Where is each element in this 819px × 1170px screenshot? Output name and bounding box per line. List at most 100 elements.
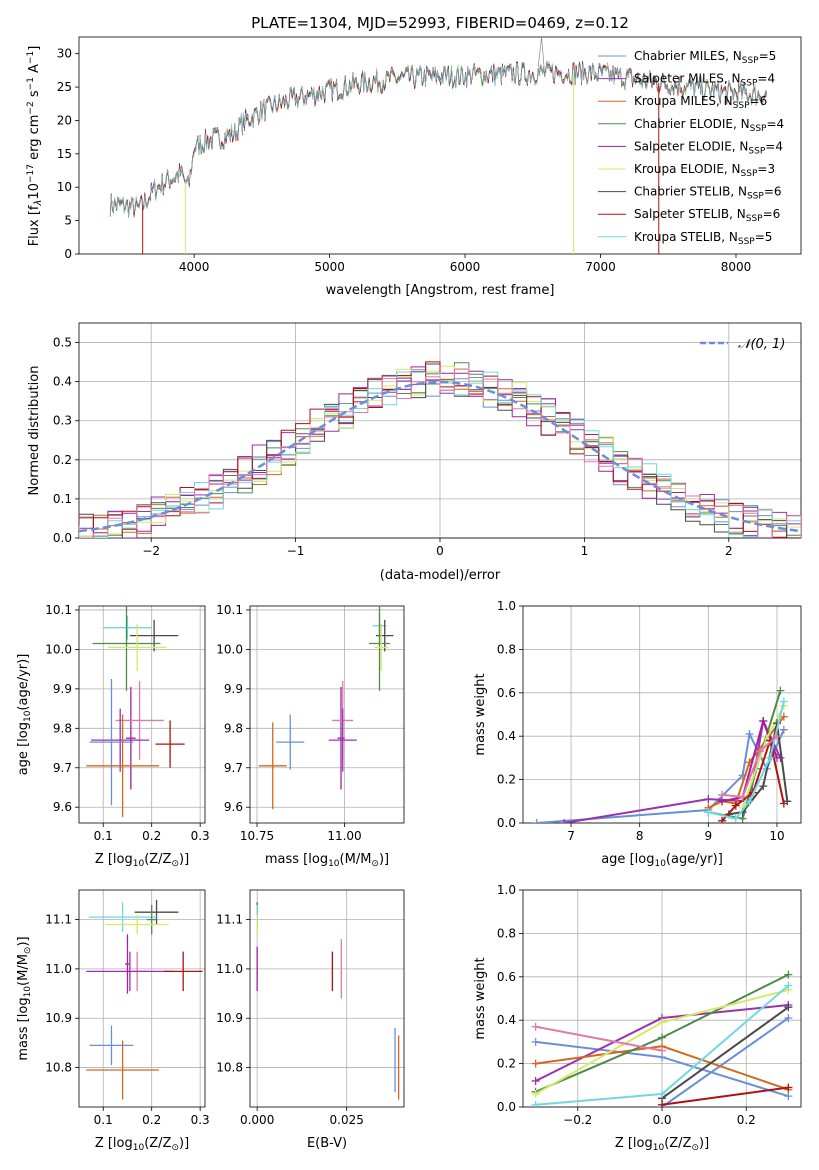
- x-tick-label: 2: [725, 544, 733, 558]
- y-tick-label: 15: [57, 147, 72, 161]
- histogram-pink: [79, 368, 801, 538]
- normal-curve: [79, 380, 801, 533]
- legend-label: Salpeter STELIB, NSSP=6: [634, 207, 780, 224]
- legend-part: =6: [750, 94, 768, 108]
- legend-part: Salpeter ELODIE, N: [634, 139, 748, 153]
- legend-label: Salpeter MILES, NSSP=4: [634, 72, 775, 89]
- legend-label: Kroupa STELIB, NSSP=5: [634, 230, 772, 247]
- y-tick-label: 10.1: [216, 603, 243, 617]
- errorbars-mass_vs_Z: [86, 899, 203, 1100]
- series-massweight_vs_Z: [531, 970, 793, 1107]
- label-part: (M/M: [340, 852, 372, 867]
- y-tick-label: 10.9: [216, 1011, 243, 1025]
- label-part: 10: [133, 859, 145, 869]
- legend-part: =5: [755, 230, 773, 244]
- series-line-salpeter_stelib: [661, 1086, 789, 1106]
- series-marker: [704, 795, 713, 804]
- label-part: )]: [179, 1136, 189, 1151]
- legend-label: Salpeter ELODIE, NSSP=4: [634, 139, 783, 156]
- y-tick-label: 0.0: [497, 1100, 516, 1114]
- legend-part: Chabrier MILES, N: [634, 49, 742, 63]
- label-part: age [log: [601, 852, 654, 867]
- series-marker: [772, 732, 781, 741]
- y-tick-label: 0.3: [53, 414, 72, 428]
- y-tick-label: 10.8: [216, 1061, 243, 1075]
- label-part: −1: [26, 77, 36, 90]
- spectrum-lines: [109, 37, 768, 254]
- label-part: mass [log: [265, 852, 328, 867]
- legend-part: Chabrier STELIB, N: [634, 185, 747, 199]
- emission-line: [537, 37, 545, 71]
- label-part: )]: [699, 1136, 709, 1151]
- series-line-pink: [721, 735, 778, 799]
- label-part: −2: [26, 101, 36, 114]
- legend-label: Chabrier STELIB, NSSP=6: [634, 185, 782, 202]
- y-tick-label: 25: [57, 80, 72, 94]
- series-marker: [731, 801, 740, 810]
- x-axis-label: Z [log10(Z/Z⊙)]: [95, 1136, 189, 1153]
- x-axis-label: (data-model)/error: [380, 568, 501, 583]
- y-tick-label: 0.6: [497, 970, 516, 984]
- x-tick-label: −1: [287, 544, 305, 558]
- series-marker: [779, 799, 788, 808]
- axes-mass_vs_EBV: 0.000 0.025 10.8 10.9 11.0 11.1: [216, 889, 405, 1127]
- series-marker: [658, 1018, 666, 1027]
- x-tick-label: 0.2: [142, 1113, 161, 1127]
- series-marker: [658, 1033, 666, 1042]
- y-tick-label: 0.5: [53, 336, 72, 350]
- x-tick-label: −0.2: [563, 1113, 592, 1127]
- series-marker: [738, 792, 747, 801]
- series-line-chabrier_miles: [536, 729, 785, 823]
- x-tick-label: 7000: [585, 260, 616, 274]
- y-tick-label: 10.0: [216, 642, 243, 656]
- y-tick-label: 0.2: [497, 773, 516, 787]
- x-tick-label: 9: [705, 829, 713, 843]
- y-tick-label: 0.6: [497, 686, 516, 700]
- histograms: [79, 361, 801, 538]
- label-part: 10: [328, 859, 340, 869]
- x-tick-label: 0.1: [94, 829, 113, 843]
- axes-frame: [78, 605, 206, 824]
- legend-part: SSP: [747, 192, 764, 202]
- x-tick-label: 7: [567, 829, 575, 843]
- label-part: ]: [27, 46, 42, 51]
- legend-part: Salpeter MILES, N: [634, 72, 741, 86]
- x-axis-label: E(B-V): [307, 1136, 347, 1151]
- axes-frame: [249, 889, 405, 1108]
- legend-part: Kroupa STELIB, N: [634, 230, 738, 244]
- legend-part: SSP: [746, 214, 763, 224]
- y-tick-label: 0.8: [497, 642, 516, 656]
- spectrum-line-kroupa_stelib: [109, 61, 768, 219]
- y-tick-label: 5: [64, 214, 72, 228]
- label-part: )]: [16, 936, 31, 946]
- axes-spectrum: 4000 5000 6000 7000 8000 0 5 10 15 20 25 30: [57, 36, 802, 274]
- label-part: (Z/Z: [664, 1136, 691, 1151]
- legend-part: SSP: [733, 101, 750, 111]
- x-tick-label: 0.3: [191, 1113, 210, 1127]
- label-part: )]: [379, 852, 389, 867]
- series-marker: [759, 782, 768, 791]
- y-tick-label: 10.9: [45, 1011, 72, 1025]
- x-axis-label: mass [log10(M/M⊙)]: [265, 852, 389, 869]
- series-marker: [731, 814, 740, 823]
- y-tick-label: 1.0: [497, 599, 516, 613]
- series-marker: [658, 1089, 666, 1098]
- label-part: s: [27, 90, 42, 101]
- legend-label: Chabrier MILES, NSSP=5: [634, 49, 776, 66]
- series-marker: [560, 819, 569, 823]
- y-tick-label: 9.7: [224, 761, 243, 775]
- label-part: 10: [23, 986, 33, 998]
- series-marker: [784, 1083, 793, 1092]
- y-tick-label: 10.1: [45, 603, 72, 617]
- y-axis-label: Flux [fλ10−17 erg cm−2 s−1 A−1]: [26, 46, 44, 247]
- label-part: mass [log: [16, 997, 31, 1060]
- series-line-chabrier_stelib: [661, 1006, 789, 1100]
- x-tick-label: 0.3: [191, 829, 210, 843]
- y-tick-label: 9.7: [53, 761, 72, 775]
- series-marker: [784, 1014, 793, 1023]
- y-axis-label: mass [log10(M/M⊙)]: [16, 936, 33, 1060]
- x-axis-label: Z [log10(Z/Z⊙)]: [95, 852, 189, 869]
- series-marker: [531, 1022, 540, 1031]
- label-part: Z [log: [95, 852, 133, 867]
- series-marker: [779, 725, 788, 734]
